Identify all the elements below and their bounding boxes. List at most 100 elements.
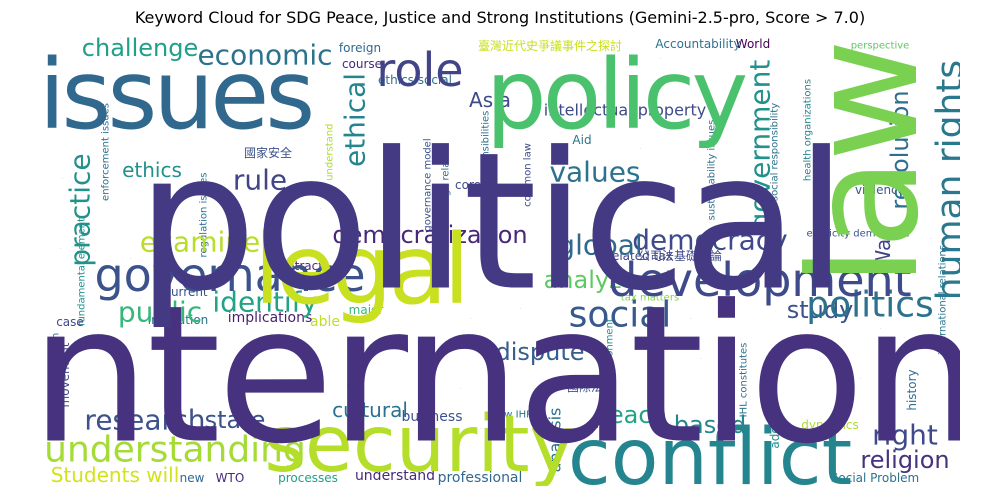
- filler-word-mark: ·: [860, 376, 862, 382]
- word-foreign-related: foreign related: [441, 145, 452, 219]
- word-rule: rule: [233, 164, 287, 197]
- word-ethical: ethical: [339, 73, 372, 167]
- filler-word-mark: ·: [820, 356, 822, 362]
- word-foreign: foreign: [339, 41, 381, 55]
- word-law-ihrl: law IHRL: [495, 410, 539, 421]
- filler-word-mark: ·: [700, 356, 702, 362]
- word-economic: economic: [197, 39, 332, 72]
- word-world: World: [736, 37, 770, 51]
- word-contract: contract: [273, 259, 323, 273]
- word-aid: Aid: [572, 133, 591, 147]
- word-fundamental-element: fundamental element: [77, 218, 88, 326]
- filler-word-mark: ·: [330, 436, 332, 442]
- filler-word-mark: ·: [118, 376, 120, 382]
- word-address: address: [768, 401, 782, 448]
- word-international-health: international health: [51, 333, 62, 432]
- filler-word-mark: ·: [480, 426, 482, 432]
- word-cjk: 公司法基礎理論: [638, 248, 722, 263]
- word-state: state: [205, 406, 266, 434]
- word-processes: processes: [278, 471, 338, 485]
- word-ethics-social: ethics social: [378, 73, 452, 87]
- word-human-rights: human rights: [930, 60, 961, 300]
- filler-word-mark: ·: [720, 126, 722, 132]
- word-dispute: dispute: [495, 338, 584, 366]
- filler-word-mark: ·: [240, 376, 242, 382]
- filler-word-mark: ·: [640, 146, 642, 152]
- word-cultural: cultural: [332, 398, 408, 422]
- word-role: role: [376, 43, 463, 97]
- word-religion: religion: [860, 446, 949, 474]
- word-core: core: [455, 178, 481, 192]
- filler-word-mark: ·: [460, 386, 462, 392]
- word-common-law: common law: [523, 143, 534, 207]
- word-violence: violence: [855, 183, 905, 197]
- filler-word-mark: ·: [160, 116, 162, 122]
- word-understanding: understanding: [44, 430, 306, 471]
- word-challenge: challenge: [82, 36, 198, 62]
- word-government: government: [744, 60, 777, 231]
- word-politics: politics: [806, 285, 934, 326]
- word-professional: professional: [438, 470, 523, 486]
- word-understand: understand: [355, 468, 435, 484]
- word-institution: institution: [148, 313, 209, 327]
- word-governance: governance: [94, 248, 365, 302]
- word-global: global: [557, 229, 642, 262]
- word-new: new: [180, 471, 205, 485]
- word-impact: impact: [347, 353, 358, 387]
- word-public: public: [118, 296, 202, 329]
- filler-word-mark: ·: [900, 76, 902, 82]
- word-resolution: resolution: [886, 90, 914, 209]
- word-students-will: Students will: [51, 463, 180, 486]
- word-environment: environment: [605, 318, 616, 382]
- word-war: War: [871, 230, 895, 270]
- word-conflict: conflict: [568, 413, 852, 486]
- word-study: study: [787, 296, 854, 324]
- filler-word-mark: ·: [320, 206, 322, 212]
- word-ihl-constitutes: IHL constitutes: [739, 343, 750, 418]
- word-examine: examine: [140, 226, 261, 259]
- filler-word-mark: ·: [140, 296, 142, 302]
- word-sustainability-issues: sustainability issues: [707, 120, 718, 221]
- filler-word-mark: ·: [930, 236, 932, 242]
- filler-word-mark: ·: [860, 266, 862, 272]
- word-based: based: [674, 411, 746, 439]
- filler-word-mark: ·: [120, 356, 122, 362]
- word-major: major: [349, 303, 384, 317]
- word-law: law: [778, 43, 952, 287]
- filler-word-mark: ·: [660, 196, 662, 202]
- word-asia: Asia: [469, 88, 511, 112]
- word-international: international: [40, 265, 960, 486]
- word-movement: movement: [58, 342, 72, 407]
- word-tax-matters: tax matters: [621, 293, 679, 304]
- chart-title: Keyword Cloud for SDG Peace, Justice and…: [134, 8, 866, 27]
- word-cjk: 國家安全: [244, 145, 292, 160]
- word-development: development: [608, 253, 911, 307]
- word-related-tax: related tax: [607, 249, 672, 263]
- word-social: social: [569, 295, 672, 336]
- word-dynamics: dynamics: [801, 418, 859, 432]
- word-practice: practice: [64, 153, 97, 266]
- word-cjk: 臺灣近代史爭議事件之探討: [478, 38, 622, 53]
- word-research: research: [84, 404, 205, 437]
- word-democratization: democratization: [332, 221, 527, 249]
- word-political: political: [136, 112, 843, 333]
- word-social-problem: Social Problem: [831, 471, 919, 485]
- word-responsibilities: responsibilities: [481, 111, 492, 186]
- filler-word-mark: ·: [62, 176, 64, 182]
- filler-word-mark: ·: [600, 206, 602, 212]
- word-will-understand: will understand: [325, 124, 336, 201]
- word-democracy: democracy: [632, 224, 787, 257]
- word-governance-model: governance model: [423, 138, 434, 231]
- word-security: security: [264, 400, 575, 486]
- filler-word-mark: ·: [500, 396, 502, 402]
- word-ethics: ethics: [122, 158, 182, 182]
- filler-word-mark: ·: [60, 246, 62, 252]
- word-social-responsibility: social responsibility: [770, 103, 781, 201]
- word-intellectual-property: intellectual property: [544, 101, 706, 120]
- word-analysis: analysis: [546, 408, 565, 473]
- word-ethnicity-democratic: ethnicity democratic: [806, 229, 909, 240]
- word-values: values: [549, 156, 640, 189]
- filler-word-mark: ·: [130, 256, 132, 262]
- word-health-organizations: health organizations: [803, 79, 814, 181]
- word-business: business: [401, 409, 462, 425]
